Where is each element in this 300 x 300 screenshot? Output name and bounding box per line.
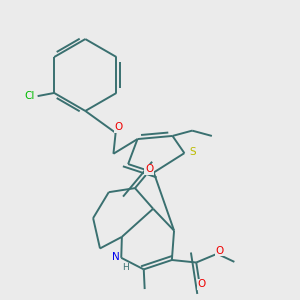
Text: O: O xyxy=(198,279,206,290)
Text: O: O xyxy=(216,246,224,256)
Text: N: N xyxy=(112,252,119,262)
Text: O: O xyxy=(145,164,153,174)
Text: Cl: Cl xyxy=(24,91,34,101)
Text: H: H xyxy=(122,263,129,272)
Text: S: S xyxy=(189,147,196,157)
Text: O: O xyxy=(115,122,123,132)
